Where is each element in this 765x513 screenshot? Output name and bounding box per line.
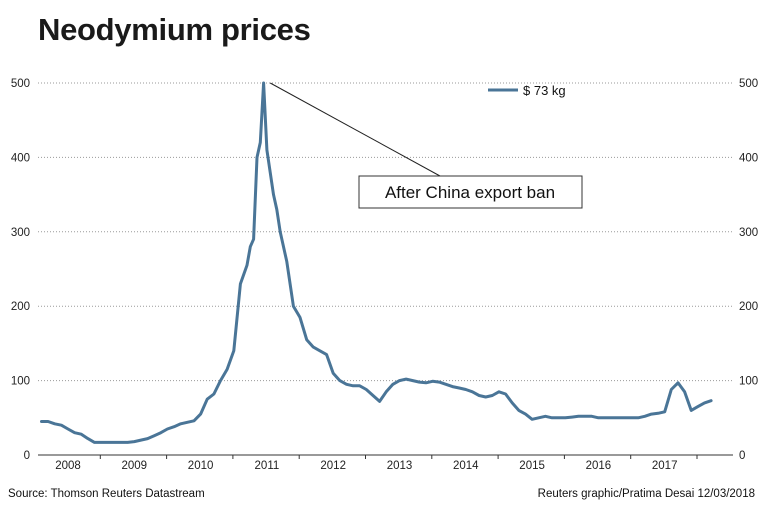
x-tick-2016: 2016 — [586, 460, 612, 472]
x-tick-2012: 2012 — [320, 460, 346, 472]
x-tick-2015: 2015 — [519, 460, 545, 472]
x-axis: 2008 2009 2010 2011 2012 2013 2014 2015 2016 2017 — [55, 455, 698, 472]
y-tick-right-0: 0 — [739, 450, 745, 462]
y-tick-left-300: 300 — [11, 227, 30, 239]
y-tick-left-200: 200 — [11, 301, 30, 313]
y-tick-left-0: 0 — [24, 450, 30, 462]
legend-label: $ 73 kg — [523, 83, 566, 98]
credit-note: Reuters graphic/Pratima Desai 12/03/2018 — [537, 488, 755, 500]
y-tick-left-400: 400 — [11, 152, 30, 164]
y-tick-left-500: 500 — [11, 78, 30, 90]
x-tick-2008: 2008 — [55, 460, 81, 472]
annotation-box — [358, 175, 583, 209]
chart-title: Neodymium prices — [38, 12, 311, 47]
y-tick-right-500: 500 — [739, 78, 758, 90]
x-tick-2013: 2013 — [387, 460, 413, 472]
annotation-leader-line — [269, 82, 441, 177]
x-tick-2009: 2009 — [122, 460, 148, 472]
series-line-neodymium — [40, 81, 713, 444]
y-tick-right-100: 100 — [739, 376, 758, 388]
y-axis-right: 0 100 200 300 400 500 — [739, 78, 758, 462]
y-tick-right-300: 300 — [739, 227, 758, 239]
x-tick-2014: 2014 — [453, 460, 479, 472]
y-axis-left: 0 100 200 300 400 500 — [11, 78, 30, 462]
x-tick-2011: 2011 — [255, 460, 280, 472]
y-tick-left-100: 100 — [11, 376, 30, 388]
source-note: Source: Thomson Reuters Datastream — [8, 488, 205, 500]
x-tick-2010: 2010 — [188, 460, 214, 472]
annotation-text: After China export ban — [385, 183, 555, 202]
gridlines — [38, 82, 733, 382]
y-tick-right-200: 200 — [739, 301, 758, 313]
y-tick-right-400: 400 — [739, 152, 758, 164]
x-tick-2017: 2017 — [652, 460, 678, 472]
